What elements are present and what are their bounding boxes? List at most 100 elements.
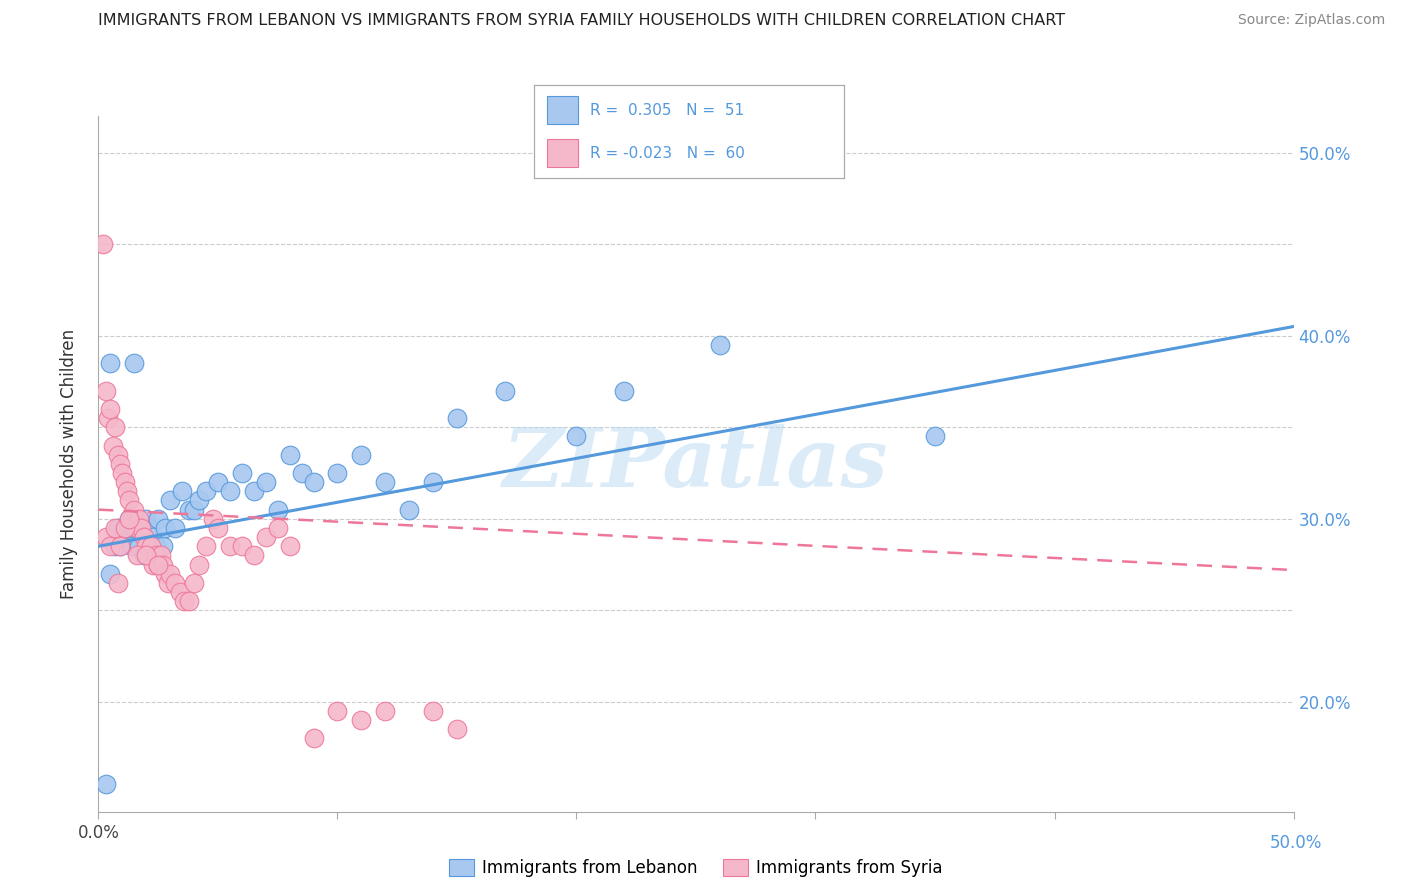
Point	[326, 704, 349, 718]
Point	[278, 539, 301, 553]
Point	[267, 502, 290, 516]
Point	[148, 512, 170, 526]
Point	[156, 575, 179, 590]
Point	[94, 530, 117, 544]
Point	[115, 484, 138, 499]
Point	[398, 502, 420, 516]
Point	[173, 594, 195, 608]
Point	[104, 521, 127, 535]
Point	[187, 493, 209, 508]
Point	[494, 384, 516, 398]
Point	[118, 512, 141, 526]
Point	[114, 521, 136, 535]
Point	[124, 356, 146, 370]
Point	[104, 420, 127, 434]
Point	[107, 448, 129, 462]
Point	[145, 549, 167, 563]
Point	[128, 539, 150, 553]
Point	[302, 731, 325, 746]
Point	[152, 539, 174, 553]
Point	[121, 539, 143, 553]
Point	[924, 429, 946, 443]
Point	[131, 521, 153, 535]
Point	[108, 539, 131, 553]
Point	[207, 521, 229, 535]
Point	[231, 539, 253, 553]
Point	[138, 549, 160, 563]
Point	[98, 401, 122, 416]
Point	[135, 512, 157, 526]
Legend: Immigrants from Lebanon, Immigrants from Syria: Immigrants from Lebanon, Immigrants from…	[443, 852, 949, 883]
Point	[169, 585, 191, 599]
Point	[172, 484, 194, 499]
Point	[125, 521, 148, 535]
Point	[101, 438, 124, 452]
Point	[115, 521, 138, 535]
Point	[183, 575, 205, 590]
Point	[302, 475, 325, 490]
Point	[565, 429, 588, 443]
Point	[128, 512, 150, 526]
Point	[118, 512, 141, 526]
Point	[155, 566, 177, 581]
Point	[125, 549, 148, 563]
Point	[187, 558, 209, 572]
Point	[104, 539, 127, 553]
Point	[132, 530, 155, 544]
Text: 50.0%: 50.0%	[1270, 834, 1323, 852]
Point	[709, 338, 731, 352]
Point	[374, 704, 396, 718]
Point	[446, 411, 468, 425]
Point	[291, 466, 314, 480]
Point	[114, 475, 136, 490]
Point	[326, 466, 349, 480]
Point	[422, 475, 444, 490]
Point	[194, 484, 218, 499]
Point	[183, 502, 205, 516]
Point	[374, 475, 396, 490]
Point	[179, 502, 201, 516]
Point	[125, 512, 148, 526]
Point	[148, 558, 170, 572]
Point	[121, 512, 143, 526]
Point	[152, 558, 174, 572]
Point	[194, 539, 218, 553]
Point	[98, 539, 122, 553]
Point	[124, 521, 146, 535]
Point	[254, 530, 277, 544]
Text: IMMIGRANTS FROM LEBANON VS IMMIGRANTS FROM SYRIA FAMILY HOUSEHOLDS WITH CHILDREN: IMMIGRANTS FROM LEBANON VS IMMIGRANTS FR…	[98, 13, 1066, 29]
Point	[613, 384, 636, 398]
Point	[131, 521, 153, 535]
Point	[219, 484, 242, 499]
Text: R = -0.023   N =  60: R = -0.023 N = 60	[591, 145, 745, 161]
Point	[107, 521, 129, 535]
Point	[139, 539, 162, 553]
Point	[108, 539, 131, 553]
Point	[124, 502, 146, 516]
Point	[145, 539, 167, 553]
Point	[94, 777, 117, 791]
Point	[107, 575, 129, 590]
Point	[139, 539, 162, 553]
Point	[148, 558, 170, 572]
Point	[422, 704, 444, 718]
Point	[350, 448, 373, 462]
Point	[118, 493, 141, 508]
Point	[446, 723, 468, 737]
Point	[243, 484, 266, 499]
Point	[142, 558, 165, 572]
Point	[91, 237, 114, 252]
Point	[98, 566, 122, 581]
Point	[163, 575, 186, 590]
Point	[159, 566, 181, 581]
Point	[135, 539, 157, 553]
Point	[155, 521, 177, 535]
Point	[231, 466, 253, 480]
Point	[202, 512, 225, 526]
Point	[108, 457, 131, 471]
Point	[111, 466, 134, 480]
Point	[267, 521, 290, 535]
Point	[163, 521, 186, 535]
Y-axis label: Family Households with Children: Family Households with Children	[59, 329, 77, 599]
Point	[98, 356, 122, 370]
